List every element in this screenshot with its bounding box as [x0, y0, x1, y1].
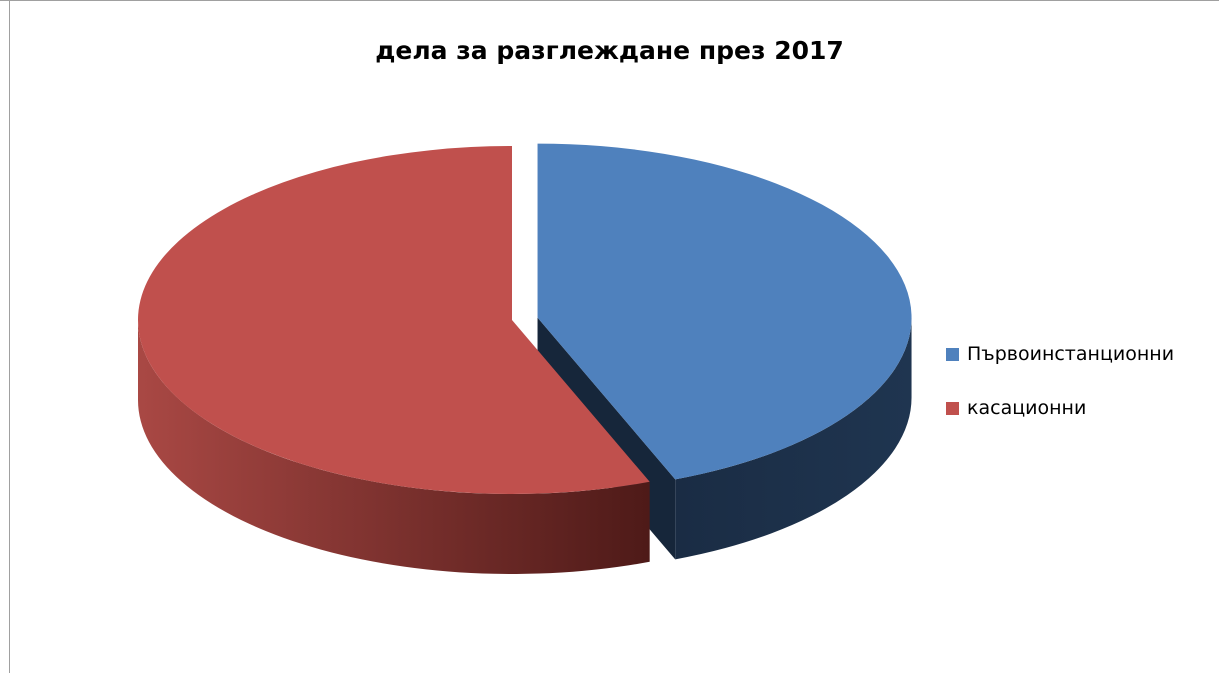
legend-label-cassation: касационни — [967, 397, 1087, 419]
legend-swatch-cassation — [946, 401, 959, 415]
chart-title: дела за разглеждане през 2017 — [375, 36, 844, 65]
legend-label-first-instance: Първоинстанционни — [967, 343, 1175, 365]
slice-top-cassation — [137, 146, 650, 494]
legend-swatch-first-instance — [946, 347, 959, 361]
legend-item-cassation: касационни — [946, 394, 1174, 422]
legend-item-first-instance: Първоинстанционни — [946, 340, 1174, 368]
slice-side-cassation — [138, 320, 650, 575]
slice-top-first-instance — [537, 143, 912, 480]
slice-side-first-instance — [675, 317, 912, 560]
legend: Първоинстанционни касационни — [946, 340, 1174, 448]
